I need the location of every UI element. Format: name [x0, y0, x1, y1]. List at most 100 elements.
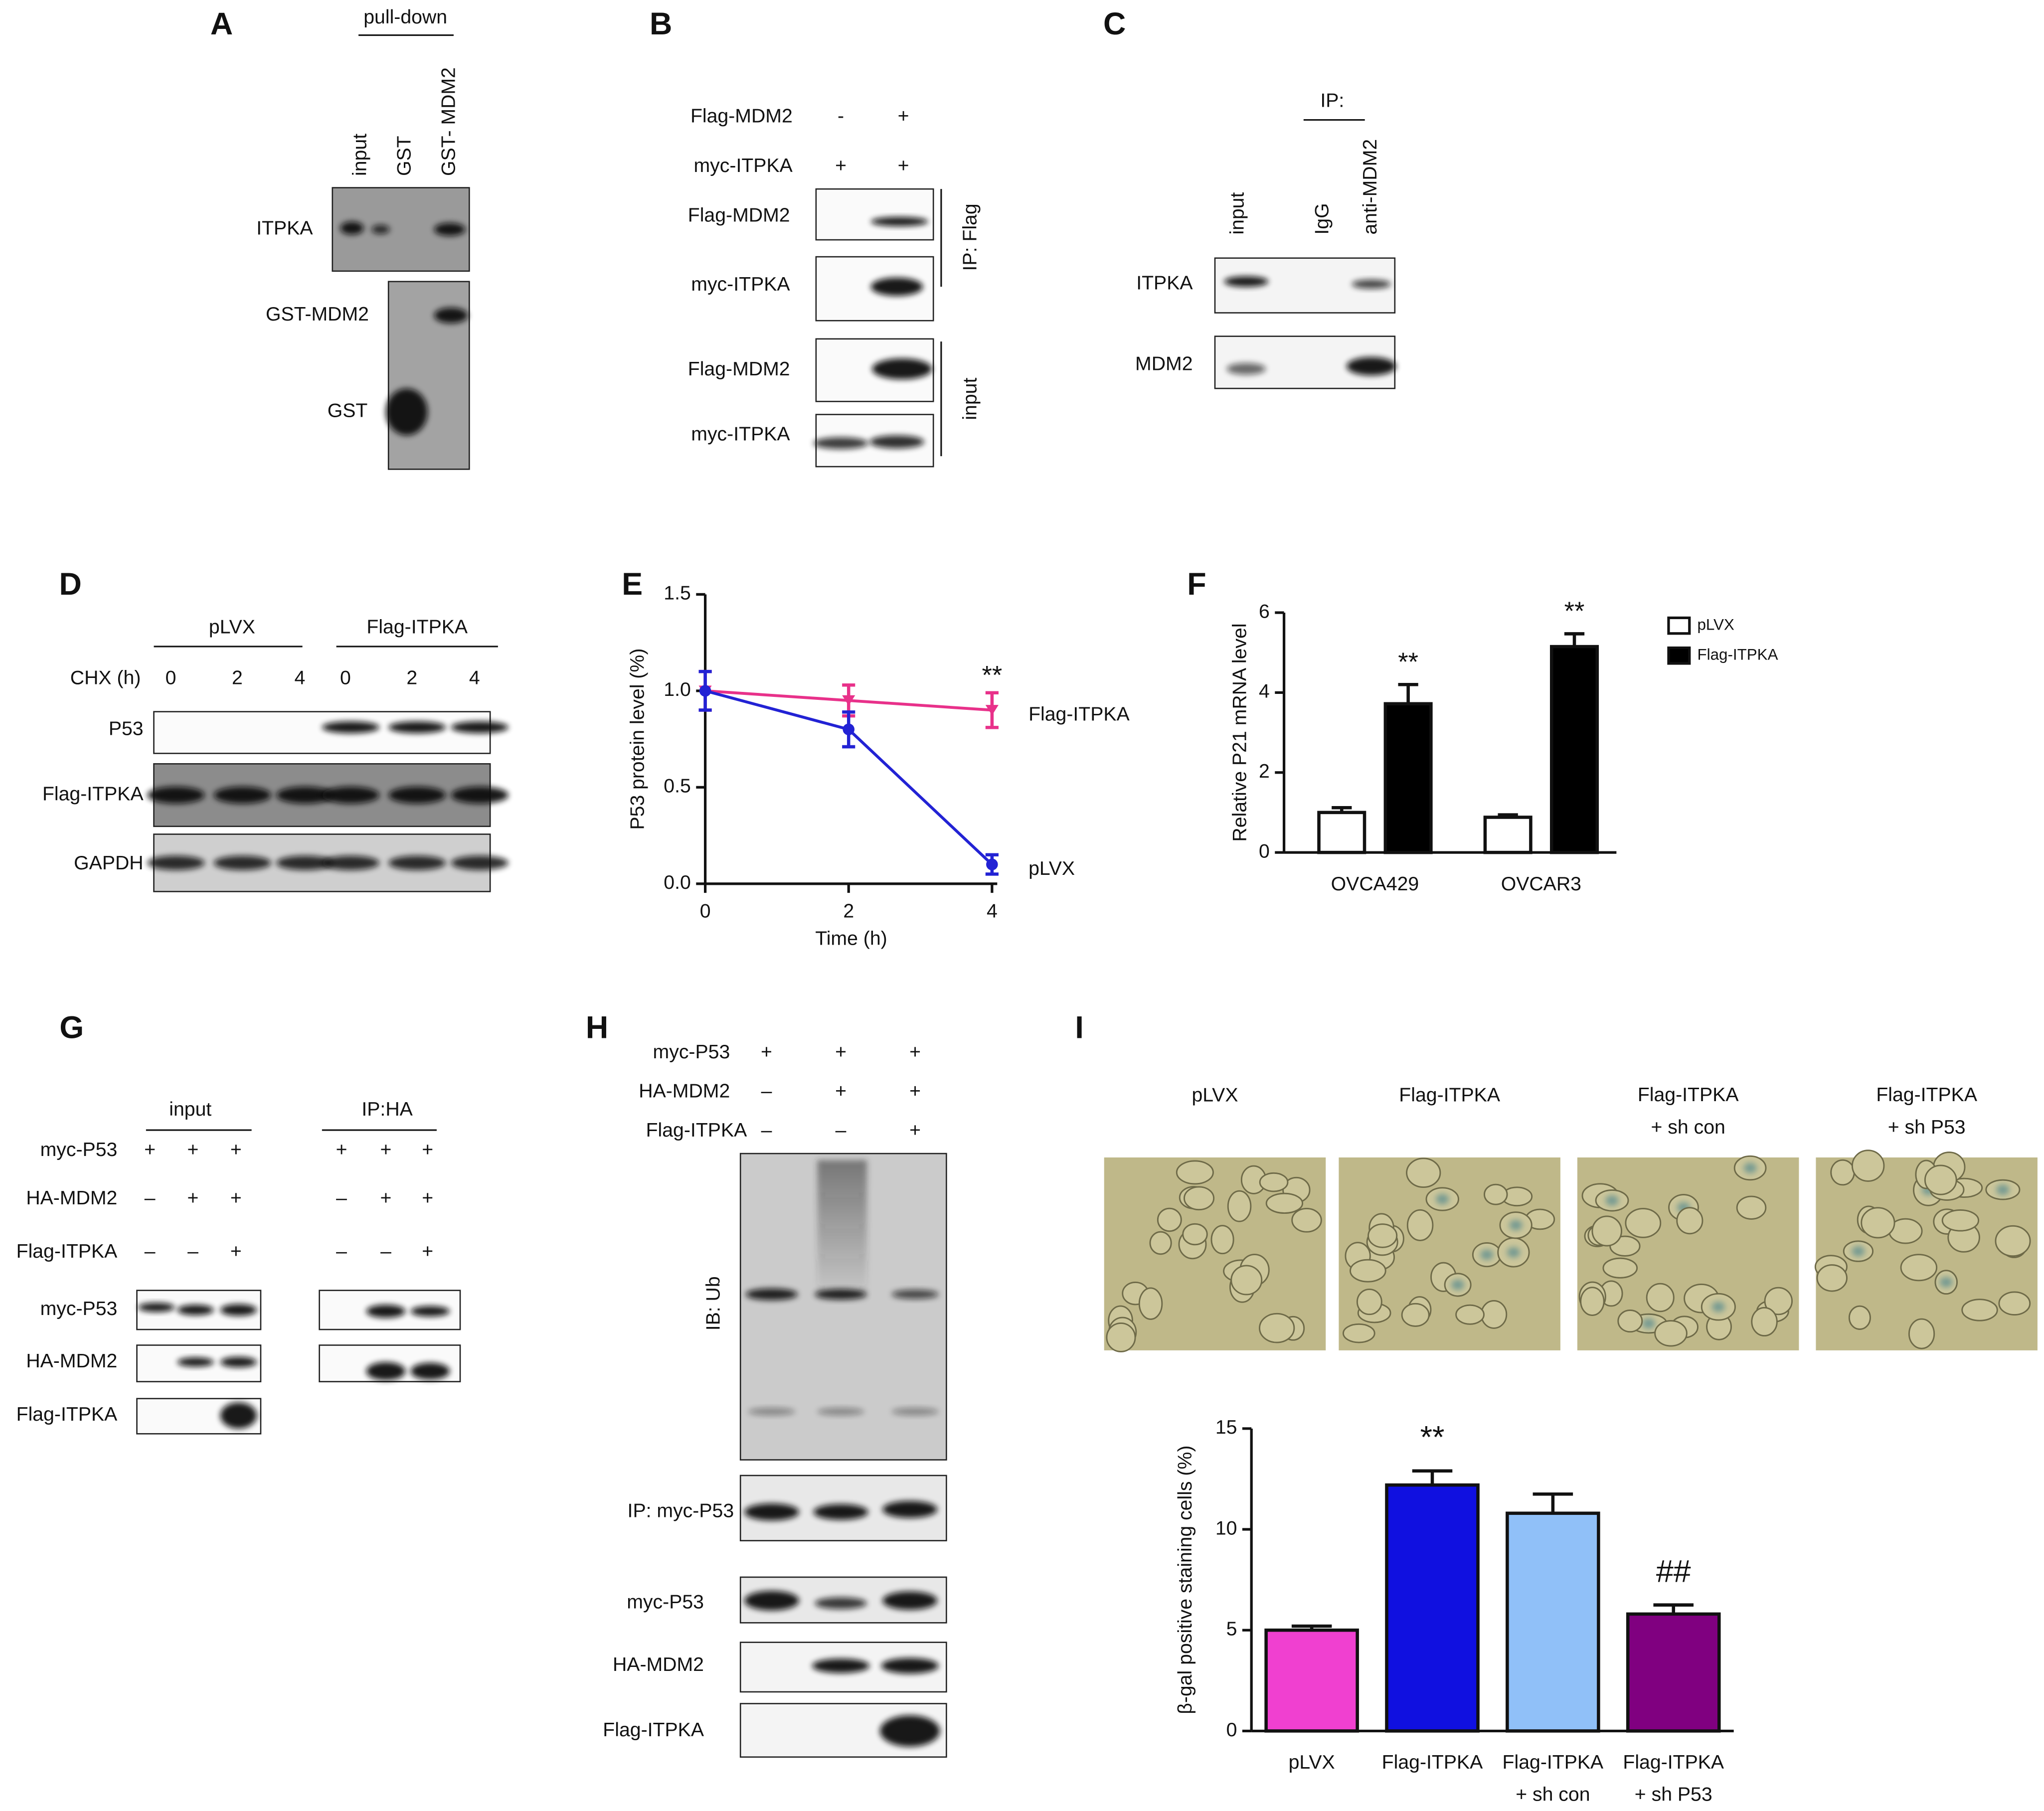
condition-mark: +	[422, 1240, 433, 1262]
cell	[1227, 1190, 1252, 1222]
image-caption: Flag-ITPKA + sh P53	[1876, 1084, 1978, 1138]
condition-mark: –	[336, 1187, 347, 1209]
label: GAPDH	[74, 852, 143, 874]
label: Flag-ITPKA	[366, 616, 468, 638]
error-bar	[1533, 1492, 1573, 1513]
error-bar	[1412, 1469, 1453, 1485]
band	[815, 1597, 867, 1609]
annotation: **	[982, 661, 1003, 690]
cell	[1764, 1287, 1793, 1316]
condition-mark: +	[835, 155, 847, 176]
band	[812, 1658, 870, 1673]
band	[881, 1658, 939, 1674]
cell	[1149, 1231, 1172, 1255]
condition-mark: +	[230, 1187, 242, 1209]
condition-mark: –	[145, 1240, 156, 1262]
bar	[1626, 1612, 1721, 1733]
band	[220, 1357, 257, 1367]
band	[410, 1362, 450, 1380]
band	[213, 787, 271, 804]
label: IP: myc-P53	[628, 1500, 734, 1522]
condition-mark: +	[835, 1080, 847, 1102]
band	[388, 787, 446, 804]
condition-mark: +	[336, 1139, 347, 1160]
cell	[1291, 1207, 1322, 1233]
condition-mark: +	[898, 155, 909, 176]
stain	[1939, 1277, 1953, 1288]
band	[434, 223, 466, 236]
band	[451, 855, 509, 870]
smear	[817, 1160, 867, 1304]
band	[322, 721, 379, 733]
label: MDM2	[1135, 353, 1192, 375]
time-label: 2	[406, 667, 417, 689]
condition-mark: +	[187, 1187, 199, 1209]
condition-mark: +	[230, 1240, 242, 1262]
band	[147, 855, 205, 870]
cell	[1676, 1207, 1703, 1235]
cell	[1210, 1225, 1234, 1255]
label: myc-P53	[40, 1139, 118, 1160]
band	[869, 435, 924, 449]
y-tick-label: 10	[1215, 1517, 1237, 1539]
y-tick-label: 5	[1226, 1618, 1237, 1640]
x-tick-label: 0	[700, 900, 711, 922]
marker	[842, 695, 855, 706]
label: pLVX	[209, 616, 255, 638]
label: Flag-MDM2	[688, 358, 790, 380]
label: HA-MDM2	[26, 1350, 117, 1372]
cell	[1182, 1223, 1208, 1246]
cell	[1900, 1254, 1938, 1282]
band	[451, 787, 509, 804]
label: myc-P53	[40, 1298, 118, 1319]
band	[1226, 363, 1266, 375]
cell	[1356, 1289, 1382, 1316]
lane-label: IgG	[1311, 203, 1333, 234]
condition-mark: +	[898, 105, 909, 127]
band	[410, 1306, 450, 1317]
condition-mark: –	[380, 1240, 391, 1262]
label: Flag-MDM2	[690, 105, 793, 127]
cell	[1961, 1299, 1998, 1321]
band	[340, 221, 364, 235]
band	[879, 1715, 940, 1747]
label: myc-ITPKA	[691, 273, 790, 295]
bar	[1483, 816, 1533, 854]
cell	[1591, 1215, 1622, 1247]
band	[1224, 276, 1269, 287]
x-tick-label: Flag-ITPKA	[1382, 1751, 1484, 1773]
band	[322, 787, 379, 804]
y-tick-label: 2	[1259, 760, 1270, 782]
cell	[1184, 1186, 1215, 1211]
label: ITPKA	[1136, 272, 1193, 294]
cell	[1816, 1264, 1848, 1292]
band	[748, 1407, 796, 1416]
band	[870, 217, 928, 226]
band	[213, 855, 271, 870]
marker	[843, 723, 854, 736]
condition-mark: +	[380, 1139, 392, 1160]
stain	[1507, 1247, 1520, 1258]
cell	[1259, 1172, 1289, 1192]
label: myc-P53	[653, 1041, 730, 1063]
cell	[1406, 1209, 1434, 1241]
condition-mark: –	[336, 1240, 347, 1262]
cell	[1908, 1318, 1935, 1349]
lane-label: input	[349, 134, 371, 176]
x-tick-label: OVCA429	[1331, 873, 1419, 895]
series-label: pLVX	[1028, 857, 1075, 879]
cell	[1138, 1287, 1163, 1320]
band	[815, 1289, 867, 1300]
x-tick-label: 2	[843, 900, 854, 922]
lane-label: GST	[393, 136, 415, 176]
time-label: 0	[340, 667, 351, 689]
condition-mark: -	[838, 105, 844, 127]
marker	[699, 685, 711, 697]
label: Flag-ITPKA	[646, 1119, 748, 1141]
stain	[1509, 1220, 1523, 1231]
label: Flag-ITPKA	[16, 1403, 118, 1425]
cell	[1401, 1303, 1430, 1327]
cell	[1736, 1195, 1767, 1220]
